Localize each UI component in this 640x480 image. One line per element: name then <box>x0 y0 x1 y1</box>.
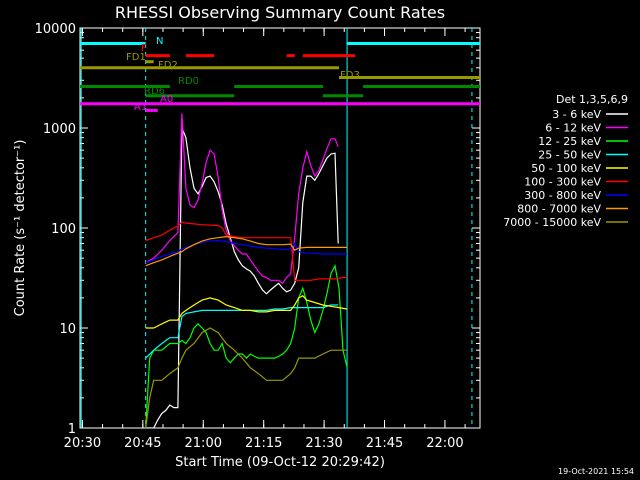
series-line-4 <box>145 295 348 329</box>
series-line-6 <box>145 239 348 264</box>
x-tick-label: 21:15 <box>245 436 282 451</box>
y-tick-label: 10 <box>59 322 76 337</box>
y-axis-label: Count Rate (s⁻¹ detector⁻¹) <box>13 140 28 317</box>
series-line-1 <box>145 113 339 285</box>
flag-label-rd0: RD0 <box>178 76 199 87</box>
x-tick-label: 20:45 <box>124 436 161 451</box>
data-layer <box>80 28 480 428</box>
series-line-3 <box>145 304 339 359</box>
flag-label-rd6: RD6 <box>144 86 165 97</box>
legend-label: 6 - 12 keV <box>545 122 601 135</box>
legend-label: 300 - 800 keV <box>524 189 601 202</box>
flag-label-fd1: FD1 <box>126 52 146 63</box>
flag-label-a1: A1 <box>134 102 147 113</box>
series-line-0 <box>145 127 339 428</box>
flag-label-n: N <box>156 36 163 47</box>
flag-label-fd2: FD2 <box>158 60 178 71</box>
x-tick-label: 20:30 <box>64 436 101 451</box>
chart-title: RHESSI Observing Summary Count Rates <box>115 3 445 22</box>
legend-title: Det 1,3,5,6,9 <box>556 93 628 106</box>
flag-label-fd3: FD3 <box>340 70 360 81</box>
x-tick-label: 21:00 <box>185 436 222 451</box>
y-tick-label: 1000 <box>43 122 76 137</box>
legend-label: 7000 - 15000 keV <box>503 216 601 229</box>
flag-label-a0: A0 <box>160 94 173 105</box>
flag-label-f: F <box>141 43 147 54</box>
x-tick-label: 21:30 <box>305 436 342 451</box>
series-line-7 <box>145 235 348 267</box>
series-line-5 <box>145 221 348 281</box>
x-tick-label: 21:45 <box>366 436 403 451</box>
series-line-8 <box>145 327 348 428</box>
y-tick-label: 100 <box>51 222 76 237</box>
legend-label: 100 - 300 keV <box>524 176 601 189</box>
footer-date: 19-Oct-2021 15:54 <box>558 467 634 476</box>
x-tick-label: 22:00 <box>426 436 463 451</box>
y-tick-label: 1 <box>68 422 76 437</box>
x-axis-label: Start Time (09-Oct-12 20:29:42) <box>175 455 385 470</box>
series-line-2 <box>145 263 348 428</box>
legend-label: 25 - 50 keV <box>538 149 601 162</box>
y-tick-label: 10000 <box>35 22 76 37</box>
legend-label: 3 - 6 keV <box>552 108 601 121</box>
legend-label: 800 - 7000 keV <box>517 203 601 216</box>
legend-label: 12 - 25 keV <box>538 135 601 148</box>
legend-label: 50 - 100 keV <box>531 162 601 175</box>
